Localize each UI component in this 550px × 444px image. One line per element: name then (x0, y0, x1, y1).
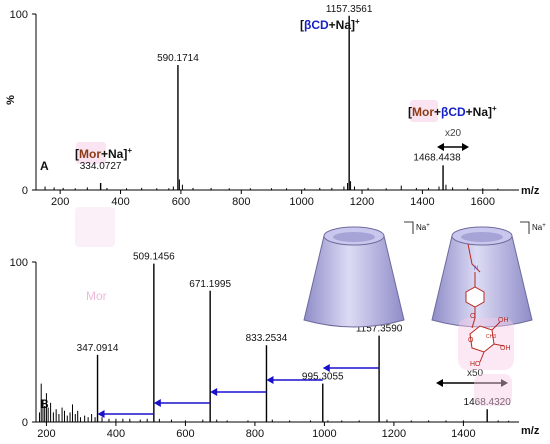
x-tick-label: 200 (37, 428, 55, 440)
mor-highlights (75, 100, 438, 247)
x-tick-label: 1400 (410, 196, 434, 208)
x-tick-label: 1200 (382, 428, 406, 440)
mor-highlight-ion-mor-betacd (410, 100, 438, 122)
guest-molecule (458, 243, 514, 406)
panel-b-noise (38, 383, 510, 422)
zoom-factor-b: x50 (467, 368, 484, 379)
panel-a-ylabel: % (5, 95, 17, 105)
atom-label-oh1: OH (498, 317, 509, 324)
fragmentation-arrows (97, 364, 380, 418)
atom-label-n: N (474, 266, 478, 272)
panel-b-peaks: 347.0914 509.1456 671.1995 833.2534 995.3055… (77, 252, 512, 422)
loss-arrow-head (210, 388, 218, 396)
x-tick-label: 800 (246, 428, 264, 440)
faint-mor-label: Mor (86, 289, 107, 303)
peak-label: 347.0914 (77, 343, 119, 354)
atom-label-o1: O (470, 313, 476, 320)
x-tick-label: 1000 (312, 428, 336, 440)
charge-label-1: Na+ (416, 223, 430, 232)
peak-label: 671.1995 (189, 279, 231, 290)
panel-b-x-ticks: 200 400 600 800 1000 1200 1400 (37, 422, 476, 440)
loss-arrow-head (266, 376, 274, 384)
peak-label: 334.0727 (80, 161, 122, 172)
panel-b: 100 0 m/z B Mor 200 400 600 800 1000 1200 1400… (10, 221, 546, 440)
x-tick-label: 600 (176, 428, 194, 440)
ion-label-mor-na: [Mor+Na]+ (75, 146, 132, 161)
peak-label: 1157.3561 (326, 4, 373, 15)
panel-a: 100 0 % m/z A 200 400 600 800 1000 1200 1400 16… (5, 4, 540, 208)
zoom-factor-a: x20 (445, 128, 462, 139)
atom-label-ho: HO (470, 361, 481, 368)
charge-label-2: Na+ (532, 223, 546, 232)
x-tick-label: 1200 (350, 196, 374, 208)
loss-arrow-head (322, 364, 330, 372)
atom-label-o2: O (468, 337, 474, 344)
panel-a-ytick-label-100: 100 (10, 9, 28, 21)
x-tick-label: 600 (172, 196, 190, 208)
panel-a-peaks: 334.0727 590.1714 1157.3561 1468.4438 (80, 4, 461, 190)
panel-b-ytick-label-0: 0 (22, 417, 28, 429)
panel-a-xlabel: m/z (521, 185, 540, 197)
x-tick-label: 800 (232, 196, 250, 208)
x-tick-label: 200 (51, 196, 69, 208)
x-tick-label: 1400 (451, 428, 475, 440)
peak-label: 833.2534 (246, 333, 288, 344)
peak-label: 1157.3590 (356, 324, 403, 335)
panel-b-label: B (40, 397, 49, 411)
atom-label-ch3: CH3 (486, 334, 496, 340)
mor-betacd-cone-structure: Na+ N O OH OH O HO CH3 (431, 221, 546, 406)
x-tick-label: 400 (107, 428, 125, 440)
peak-label: 1468.4438 (413, 152, 461, 163)
peak-label: 590.1714 (157, 53, 199, 64)
x-tick-label: 400 (111, 196, 129, 208)
panel-b-xlabel: m/z (521, 425, 540, 437)
atom-label-oh2: OH (500, 345, 511, 352)
ion-label-betacd-na: [βCD+Na]+ (300, 17, 360, 32)
panel-a-x-ticks: 200 400 600 800 1000 1200 1400 1600 (51, 190, 495, 208)
peak-label: 1468.4320 (464, 397, 512, 408)
ion-label-mor-betacd-na: [Mor+βCD+Na]+ (408, 104, 497, 119)
loss-arrow-head (153, 399, 161, 407)
x-tick-label: 1000 (289, 196, 313, 208)
panel-b-ytick-label-100: 100 (10, 257, 28, 269)
x-tick-label: 1600 (471, 196, 495, 208)
panel-a-noise (44, 179, 499, 190)
peak-label: 995.3055 (302, 372, 344, 383)
betacd-cone-structure: Na+ (303, 221, 430, 328)
zoom-arrow-b (436, 379, 508, 387)
loss-arrow-head (97, 410, 105, 418)
panel-a-ytick-label-0: 0 (22, 185, 28, 197)
faint-highlight (75, 207, 115, 247)
panel-a-label: A (40, 159, 49, 173)
zoom-arrow-a (437, 143, 469, 151)
mor-highlight-ion-mor (76, 142, 106, 164)
peak-label: 509.1456 (133, 252, 175, 263)
